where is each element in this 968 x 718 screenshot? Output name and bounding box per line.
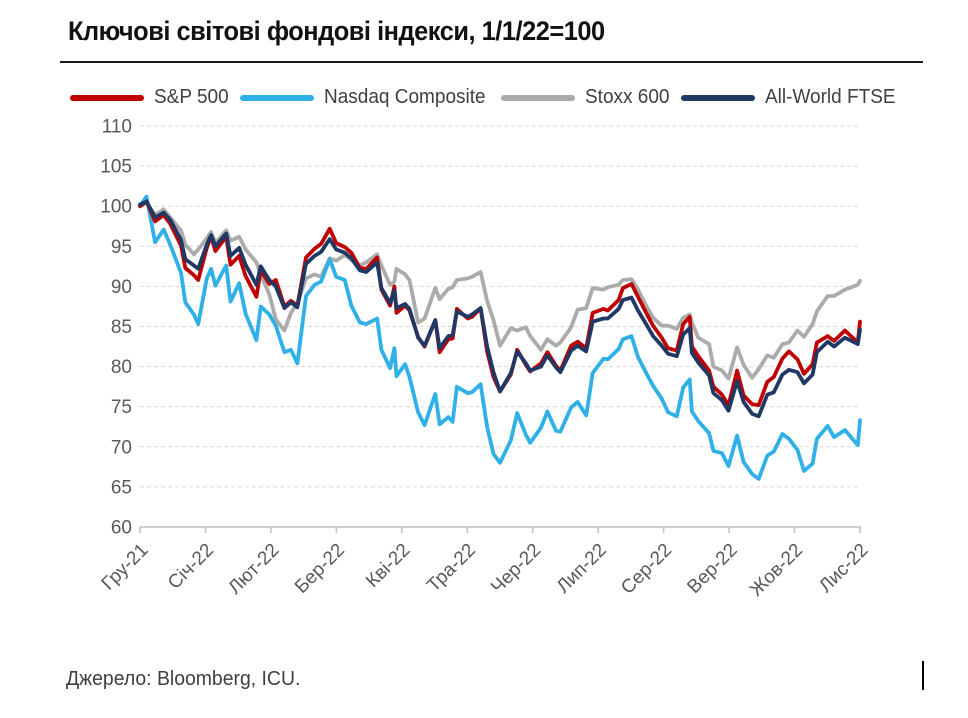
svg-text:95: 95 — [111, 237, 132, 258]
svg-text:Вер-22: Вер-22 — [683, 540, 741, 598]
legend-label-nasdaq-composite: Nasdaq Composite — [323, 86, 486, 108]
svg-text:Лис-22: Лис-22 — [815, 540, 872, 597]
svg-text:Чер-22: Чер-22 — [487, 540, 545, 598]
legend-item-stoxx-600: Stoxx 600 — [500, 86, 674, 109]
svg-text:75: 75 — [111, 397, 132, 418]
svg-text:Кві-22: Кві-22 — [362, 540, 414, 592]
svg-text:85: 85 — [111, 317, 132, 338]
svg-text:Лют-22: Лют-22 — [224, 540, 283, 599]
svg-text:Гру-21: Гру-21 — [98, 540, 153, 595]
chart-legend: S&P 500 Nasdaq Composite Stoxx 600 All-Worl… — [70, 86, 902, 109]
svg-text:Бер-22: Бер-22 — [291, 540, 349, 598]
page-title: Ключові світові фондові індекси, 1/1/22=… — [68, 16, 605, 46]
legend-swatch-nasdaq-composite — [239, 94, 314, 101]
svg-text:Січ-22: Січ-22 — [164, 540, 218, 594]
legend-swatch-stoxx-600 — [500, 94, 575, 101]
svg-text:65: 65 — [111, 477, 132, 498]
legend-item-nasdaq-composite: Nasdaq Composite — [239, 86, 494, 109]
legend-label-s-p-500: S&P 500 — [154, 86, 229, 108]
x-axis-labels: Гру-21 Січ-22 Лют-22 Бер-22 Кві-22 Тра-22 Чер-… — [98, 540, 873, 601]
legend-swatch-s-p-500 — [70, 94, 144, 101]
x-axis — [139, 526, 861, 533]
source-note: Джерело: Bloomberg, ICU. — [66, 668, 301, 690]
svg-text:90: 90 — [111, 277, 132, 298]
svg-text:110: 110 — [102, 117, 132, 138]
title-underline — [60, 61, 923, 63]
series-line-all-world-ftse — [138, 199, 862, 419]
y-axis-labels: 60 65 70 75 80 85 90 95 100 105 110 — [100, 117, 132, 539]
svg-text:Сер-22: Сер-22 — [617, 540, 676, 599]
legend-label-all-world-ftse: All-World FTSE — [764, 86, 896, 108]
legend-swatch-all-world-ftse — [680, 94, 755, 101]
svg-text:100: 100 — [100, 197, 132, 218]
svg-text:Тра-22: Тра-22 — [423, 540, 480, 597]
text-cursor-artifact — [922, 661, 924, 690]
series-line-nasdaq-composite — [138, 194, 862, 481]
svg-text:80: 80 — [111, 357, 132, 378]
svg-text:105: 105 — [100, 157, 132, 178]
gridlines — [140, 125, 861, 488]
legend-item-all-world-ftse: All-World FTSE — [680, 86, 902, 109]
legend-item-s-p-500: S&P 500 — [70, 86, 233, 109]
svg-text:Лип-22: Лип-22 — [553, 540, 611, 598]
svg-text:60: 60 — [111, 518, 132, 539]
series-line-stoxx-600 — [138, 201, 862, 381]
svg-text:70: 70 — [111, 437, 132, 458]
legend-label-stoxx-600: Stoxx 600 — [584, 86, 670, 108]
svg-text:Жов-22: Жов-22 — [746, 540, 807, 601]
